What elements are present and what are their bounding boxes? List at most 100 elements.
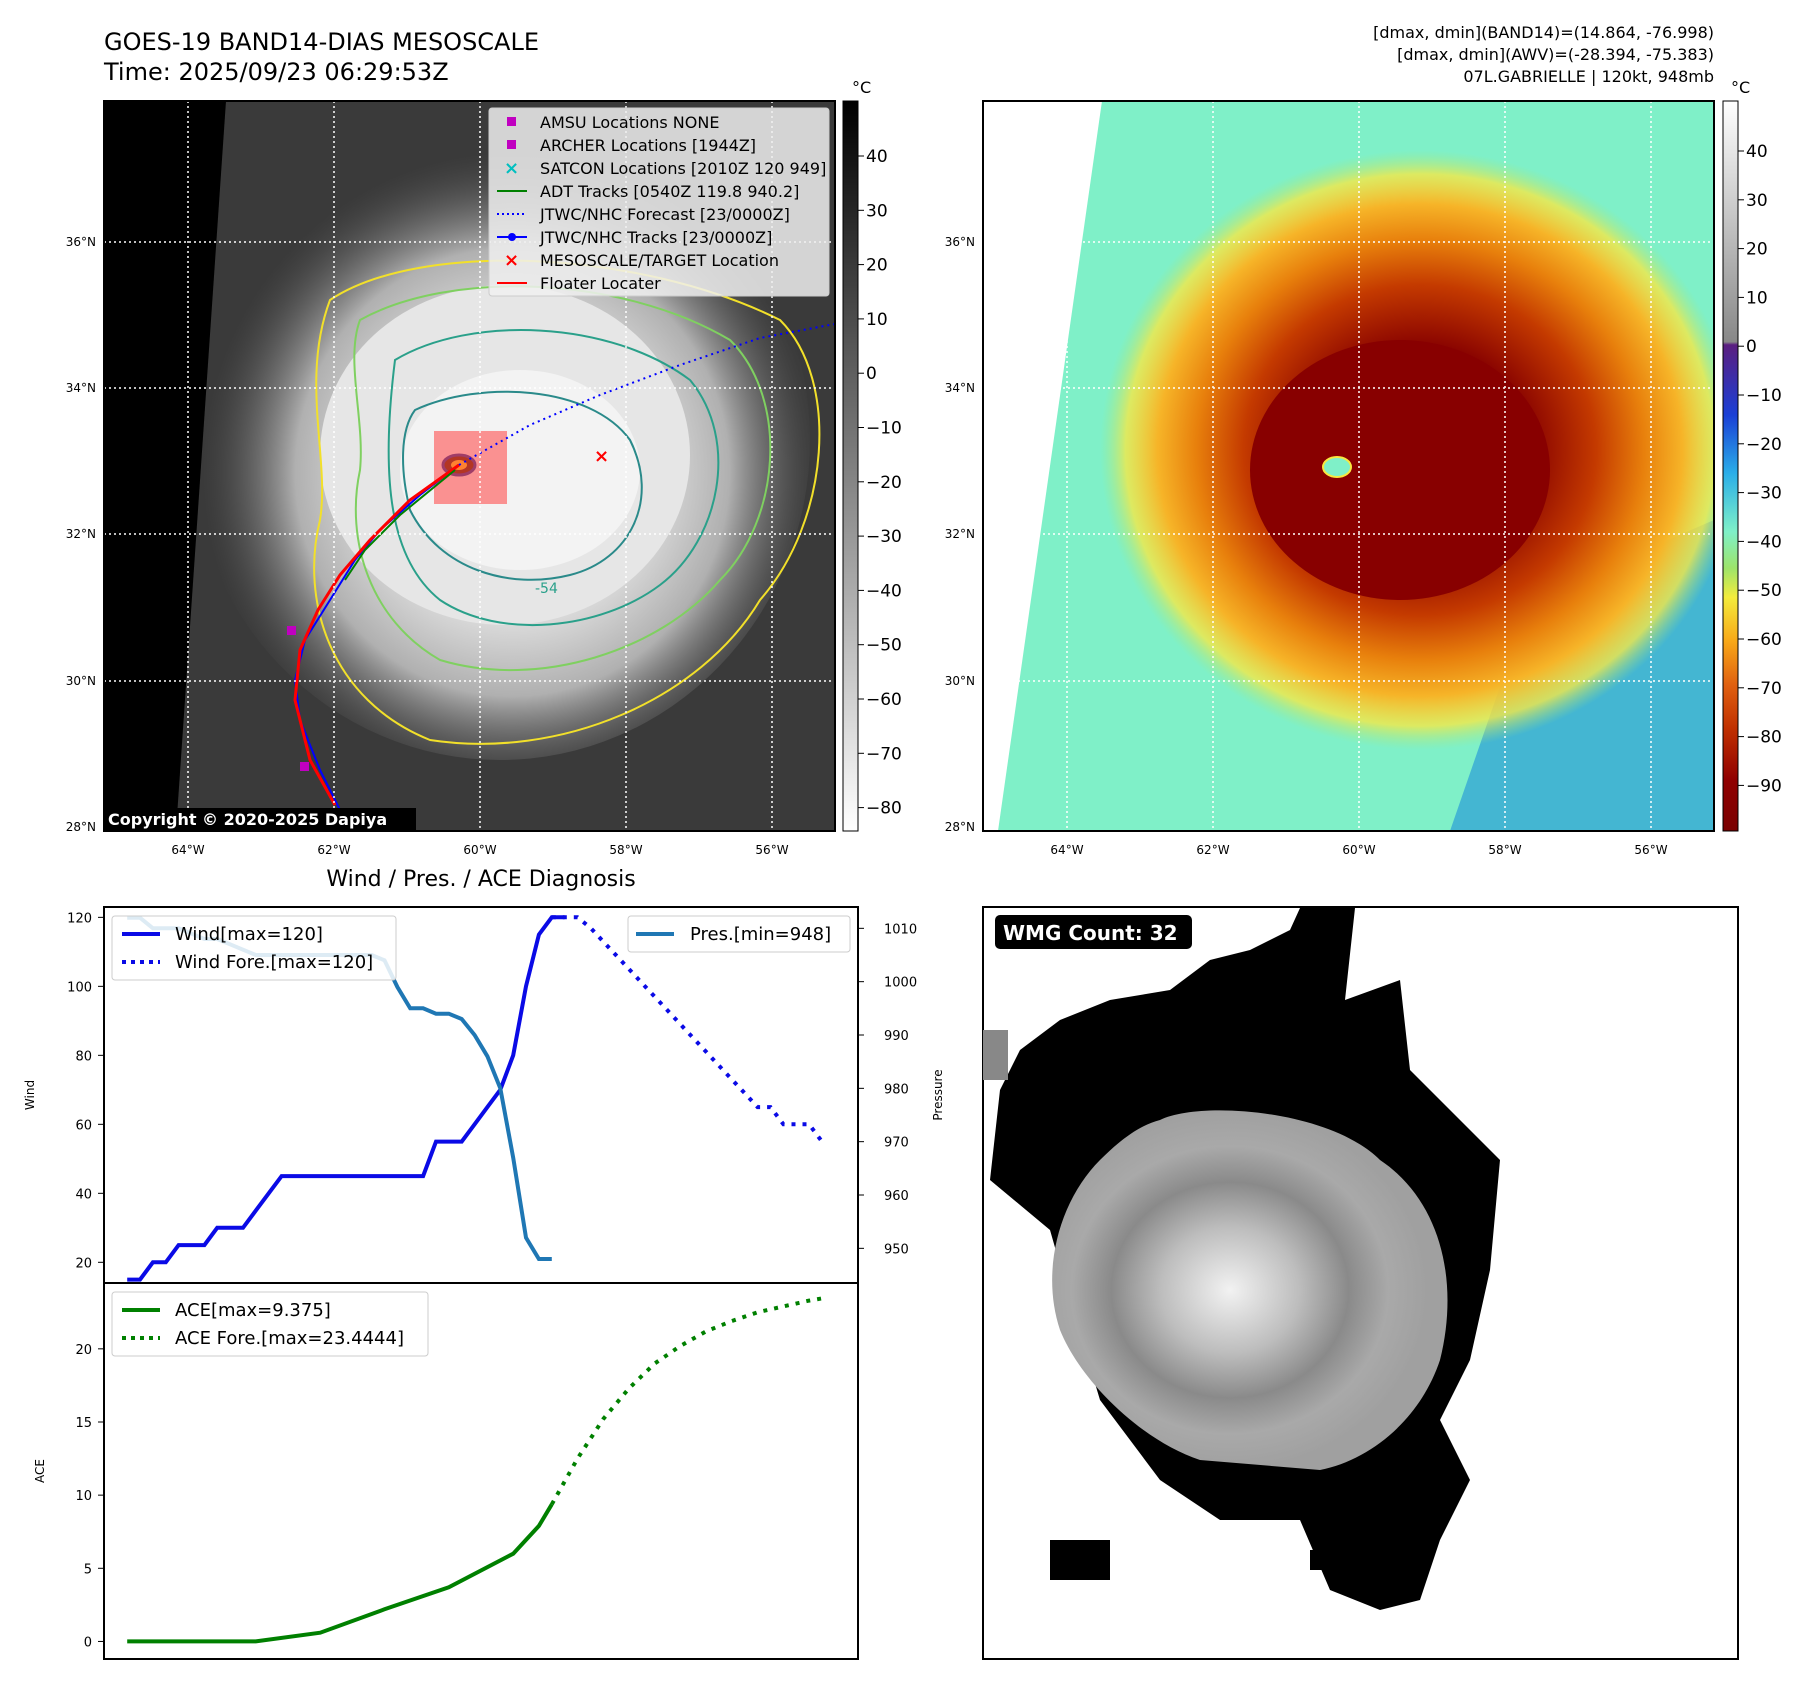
- colorbar-gray-tick-label: 0: [866, 364, 877, 384]
- colorbar-gray-tick-label: −70: [866, 744, 902, 764]
- colorbar-color-tick-label: 20: [1746, 240, 1768, 260]
- colorbar-gray-unit: °C: [852, 78, 871, 97]
- colorbar-color-unit: °C: [1731, 78, 1750, 97]
- map-legend-label: Floater Locater: [540, 274, 661, 293]
- map1-lon-label: 58°W: [609, 843, 642, 857]
- map-legend-label: MESOSCALE/TARGET Location: [540, 251, 779, 270]
- legend-dot: [508, 233, 516, 241]
- wind-line: [127, 915, 565, 1282]
- y-tick-label: 10: [75, 1489, 92, 1504]
- y-tick-label: 20: [75, 1343, 92, 1358]
- y-tick-label: 40: [75, 1187, 92, 1202]
- map1-lon-label: 64°W: [171, 843, 204, 857]
- wind-axis-label: Wind: [23, 1080, 37, 1110]
- legend-x-marker: ×: [504, 158, 519, 179]
- colorbar-color-tick-label: −90: [1746, 776, 1782, 796]
- map2-lon-label: 60°W: [1342, 843, 1375, 857]
- map1-lat-label: 34°N: [66, 381, 96, 395]
- map-legend-item: ADT Tracks [0540Z 119.8 940.2]: [497, 182, 799, 201]
- colorbar-gray-tick-label: −50: [866, 636, 902, 656]
- wind-forecast-line: [551, 915, 824, 1143]
- y2-tick-label: 1010: [884, 922, 917, 937]
- map-legend-item: JTWC/NHC Forecast [23/0000Z]: [497, 205, 790, 224]
- colorbar-color-tick-label: 40: [1746, 142, 1768, 162]
- y2-tick-label: 970: [884, 1136, 909, 1151]
- diagnosis-title: Wind / Pres. / ACE Diagnosis: [326, 867, 635, 892]
- stats-awv: [dmax, dmin](AWV)=(-28.394, -75.383): [1397, 45, 1714, 64]
- ace-legend: ACE[max=9.375] ACE Fore.[max=23.4444]: [111, 1291, 429, 1357]
- y-tick-label: 5: [84, 1562, 92, 1577]
- map2-lon-label: 62°W: [1196, 843, 1229, 857]
- legend-square-marker: [507, 140, 516, 149]
- map2-lon-label: 58°W: [1488, 843, 1521, 857]
- wind-legend: Wind[max=120] Wind Fore.[max=120]: [111, 915, 397, 981]
- map-legend-label: AMSU Locations NONE: [540, 113, 719, 132]
- map1-lon-label: 60°W: [463, 843, 496, 857]
- map2-lon-labels: 64°W 62°W 60°W 58°W 56°W: [1050, 843, 1667, 857]
- colorbar-color-tick-label: −80: [1746, 728, 1782, 748]
- map-legend-item: × SATCON Locations [2010Z 120 949]: [504, 158, 826, 179]
- y-tick-label: 120: [67, 911, 92, 926]
- colorbar-color-tick-label: 0: [1746, 337, 1757, 357]
- y-tick-label: 60: [75, 1118, 92, 1133]
- map1-lat-label: 28°N: [66, 820, 96, 834]
- map-legend-label: SATCON Locations [2010Z 120 949]: [540, 159, 826, 178]
- map1-lat-label: 36°N: [66, 235, 96, 249]
- target-location-marker: ×: [594, 446, 609, 467]
- ace-axis-label: ACE: [33, 1459, 47, 1483]
- map2-lat-label: 34°N: [945, 381, 975, 395]
- y-tick-label: 0: [84, 1635, 92, 1650]
- map1-lon-label: 62°W: [317, 843, 350, 857]
- map2-lat-label: 32°N: [945, 527, 975, 541]
- colorbar-color-tick-label: −30: [1746, 484, 1782, 504]
- colorbar-color-tick-label: −20: [1746, 435, 1782, 455]
- legend-square-marker: [507, 117, 516, 126]
- contour-label: -54: [535, 581, 558, 597]
- map2-lon-label: 64°W: [1050, 843, 1083, 857]
- map2-lat-label: 30°N: [945, 674, 975, 688]
- map1-lon-label: 56°W: [755, 843, 788, 857]
- colorbar-color: °C 40 30 20 10 0 −10 −20 −30 −40 −50 −60 −70 −80 −90: [1722, 78, 1782, 832]
- ace-forecast-line: [550, 1296, 823, 1506]
- pressure-axis-label: Pressure: [931, 1069, 945, 1120]
- storm-info: 07L.GABRIELLE | 120kt, 948mb: [1463, 67, 1714, 86]
- colorbar-gray-tick-label: −20: [866, 473, 902, 493]
- map-legend-item: × MESOSCALE/TARGET Location: [504, 250, 779, 271]
- figure-time: Time: 2025/09/23 06:29:53Z: [103, 58, 449, 86]
- colorbar-color-tick-label: −60: [1746, 630, 1782, 650]
- legend-ace-forecast: ACE Fore.[max=23.4444]: [175, 1328, 404, 1349]
- pressure-legend: Pres.[min=948]: [627, 915, 851, 953]
- colorbar-gray: °C 40 30 20 10 0 −10 −20 −30 −40 −50 −60 −70 −80: [842, 78, 902, 832]
- figure-title: GOES-19 BAND14-DIAS MESOSCALE: [104, 28, 539, 56]
- map1-lat-label: 32°N: [66, 527, 96, 541]
- map2-lat-labels: 36°N 34°N 32°N 30°N 28°N: [945, 235, 975, 834]
- y-tick-label: 100: [67, 980, 92, 995]
- map2-lat-label: 36°N: [945, 235, 975, 249]
- ace-line: [127, 1503, 554, 1644]
- ir-map-color: [983, 101, 1714, 831]
- y2-tick-label: 990: [884, 1029, 909, 1044]
- copyright-text: Copyright © 2020-2025 Dapiya: [108, 810, 387, 829]
- colorbar-gray-tick-label: 10: [866, 310, 888, 330]
- stats-band14: [dmax, dmin](BAND14)=(14.864, -76.998): [1373, 23, 1714, 42]
- map-legend-label: JTWC/NHC Forecast [23/0000Z]: [539, 205, 790, 224]
- map-legend-item: ARCHER Locations [1944Z]: [507, 136, 756, 155]
- legend-wind-forecast: Wind Fore.[max=120]: [175, 952, 373, 973]
- colorbar-gray-tick-label: 40: [866, 147, 888, 167]
- colorbar-gray-tick-label: 20: [866, 256, 888, 276]
- y-tick-label: 20: [75, 1256, 92, 1271]
- map-legend-item: AMSU Locations NONE: [507, 113, 719, 132]
- map-legend-item: Floater Locater: [497, 274, 661, 293]
- colorbar-color-tick-label: −50: [1746, 581, 1782, 601]
- y2-tick-label: 980: [884, 1082, 909, 1097]
- y2-tick-label: 960: [884, 1189, 909, 1204]
- copyright-box: [104, 808, 416, 831]
- y-tick-label: 15: [75, 1416, 92, 1431]
- colorbar-color-tick-label: 30: [1746, 191, 1768, 211]
- y-tick-label: 80: [75, 1049, 92, 1064]
- wmg-panel: WMG Count: 32: [982, 906, 1739, 1660]
- legend-wind: Wind[max=120]: [175, 924, 323, 945]
- legend-pressure: Pres.[min=948]: [690, 924, 831, 945]
- wmg-core: [1052, 1110, 1448, 1470]
